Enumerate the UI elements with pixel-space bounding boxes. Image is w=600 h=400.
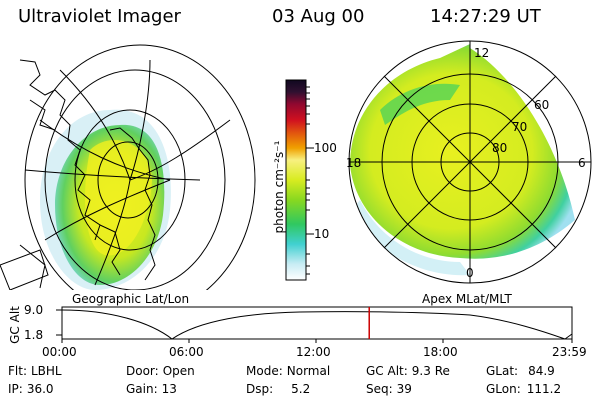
gc-alt-field: GC Alt: 9.3 Re	[366, 364, 450, 378]
colorbar-tick-100: 100	[314, 141, 337, 155]
filter-key: Flt:	[8, 364, 27, 378]
timeline-xtick-1800: 18:00	[423, 345, 458, 359]
mlt-label-12: 12	[474, 46, 490, 60]
gain-value: 13	[161, 382, 177, 396]
mlat-label-60: 60	[534, 98, 550, 112]
door-field: Door: Open	[126, 364, 195, 378]
colorbar-tick-10: 10	[314, 227, 330, 241]
page-title: Ultraviolet Imager	[18, 6, 181, 27]
glon-value: 111.2	[526, 382, 562, 396]
mode-value: Normal	[286, 364, 331, 378]
mlt-label-6: 6	[578, 156, 586, 170]
timeline-ytick-1-8: 1.8	[24, 328, 44, 342]
timeline-axis-label: GC Alt	[7, 306, 22, 344]
mlat-label-70: 70	[512, 120, 528, 134]
glon-field: GLon: 111.2	[486, 382, 561, 396]
filter-field: Flt: LBHL	[8, 364, 62, 378]
seq-field: Seq: 39	[366, 382, 412, 396]
mode-key: Mode:	[246, 364, 283, 378]
header-time: 14:27:29 UT	[430, 6, 541, 27]
glat-key: GLat:	[486, 364, 519, 378]
seq-value: 39	[396, 382, 412, 396]
header-date: 03 Aug 00	[272, 6, 365, 27]
geographic-map-label: Geographic Lat/Lon	[72, 292, 190, 306]
filter-value: LBHL	[30, 364, 62, 378]
ip-key: IP:	[8, 382, 23, 396]
mlt-label-0: 0	[466, 266, 474, 280]
dsp-field: Dsp: 5.2	[246, 382, 310, 396]
dsp-value: 5.2	[291, 382, 311, 396]
timeline-xtick-0600: 06:00	[169, 345, 204, 359]
timeline-ytick-9: 9.0	[24, 303, 44, 317]
glat-value: 84.9	[528, 364, 555, 378]
mlt-label-18: 18	[346, 156, 362, 170]
seq-key: Seq:	[366, 382, 393, 396]
ip-field: IP: 36.0	[8, 382, 54, 396]
apex-map-label: Apex MLat/MLT	[422, 292, 512, 306]
door-value: Open	[162, 364, 195, 378]
colorbar-unit-label: photon cm⁻²s⁻¹	[272, 140, 286, 234]
mlat-label-80: 80	[492, 141, 508, 155]
door-key: Door:	[126, 364, 159, 378]
dsp-key: Dsp:	[246, 382, 274, 396]
timeline-xtick-0000: 00:00	[42, 345, 77, 359]
ip-value: 36.0	[26, 382, 54, 396]
gain-field: Gain: 13	[126, 382, 177, 396]
timeline-xtick-1200: 12:00	[296, 345, 331, 359]
gain-key: Gain:	[126, 382, 158, 396]
glat-field: GLat: 84.9	[486, 364, 555, 378]
glon-key: GLon:	[486, 382, 521, 396]
mode-field: Mode: Normal	[246, 364, 330, 378]
gc-alt-value: 9.3 Re	[411, 364, 450, 378]
gc-alt-key: GC Alt:	[366, 364, 408, 378]
timeline-xtick-2359: 23:59	[552, 345, 587, 359]
